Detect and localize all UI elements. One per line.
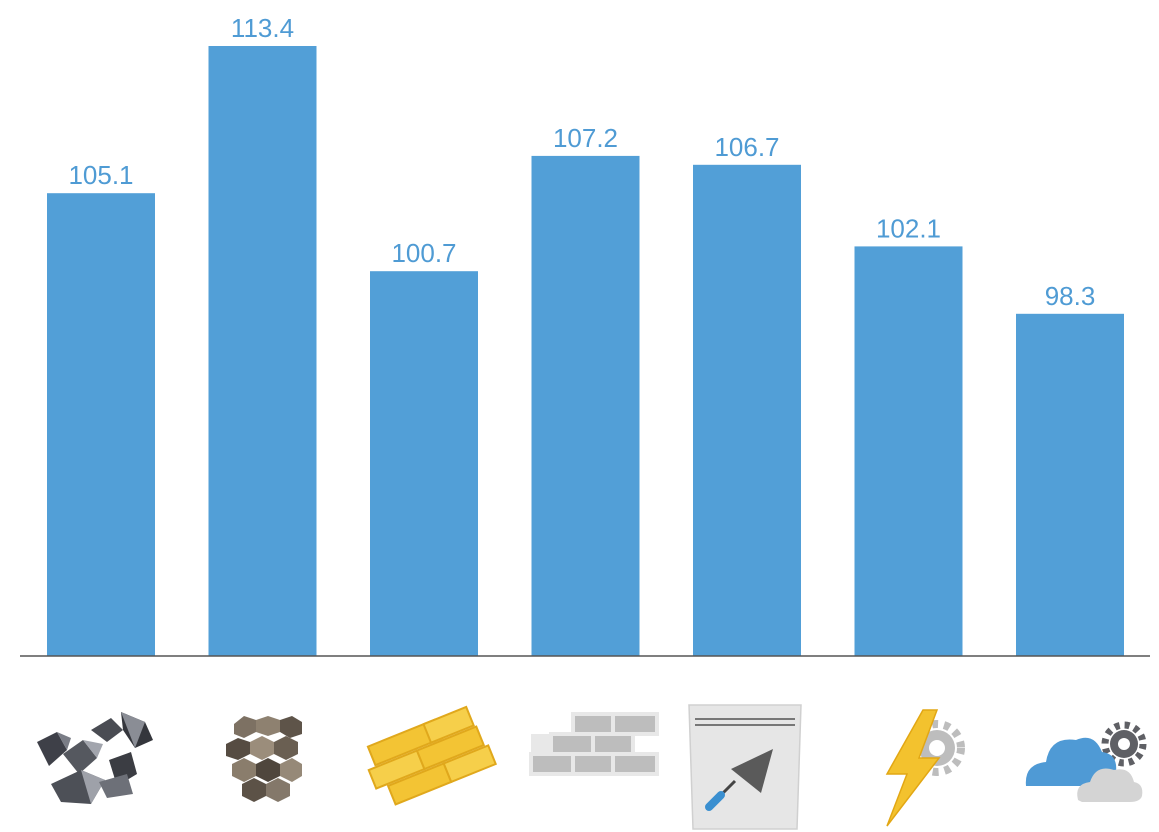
lightning-gear-icon: [885, 709, 965, 827]
value-labels-group: 105.1 113.4 100.7 107.2 106.7 102.1 98.3: [68, 13, 1095, 311]
bar-wood: [370, 271, 478, 656]
value-label-wood: 100.7: [391, 238, 456, 268]
cloud-gear-icon: [1025, 721, 1147, 802]
value-label-electricity: 102.1: [876, 213, 941, 243]
bar-bricks: [531, 155, 640, 656]
value-label-coal: 105.1: [68, 160, 133, 190]
bar-electricity: [854, 246, 963, 656]
value-label-cement: 106.7: [714, 132, 779, 162]
bars-group: [47, 46, 1124, 657]
gravel-icon: [226, 716, 302, 802]
bar-gravel: [208, 46, 317, 656]
brick-wall-icon: [529, 712, 659, 776]
coal-icon: [37, 712, 153, 804]
value-label-bricks: 107.2: [553, 123, 618, 153]
wood-planks-icon: [366, 705, 498, 806]
bar-coal: [47, 193, 155, 656]
bar-cloud-services: [1016, 313, 1124, 656]
value-label-gravel: 113.4: [231, 13, 294, 43]
bar-cement: [693, 164, 801, 657]
cement-bag-trowel-icon: [688, 704, 802, 830]
value-label-cloud-services: 98.3: [1045, 281, 1096, 311]
